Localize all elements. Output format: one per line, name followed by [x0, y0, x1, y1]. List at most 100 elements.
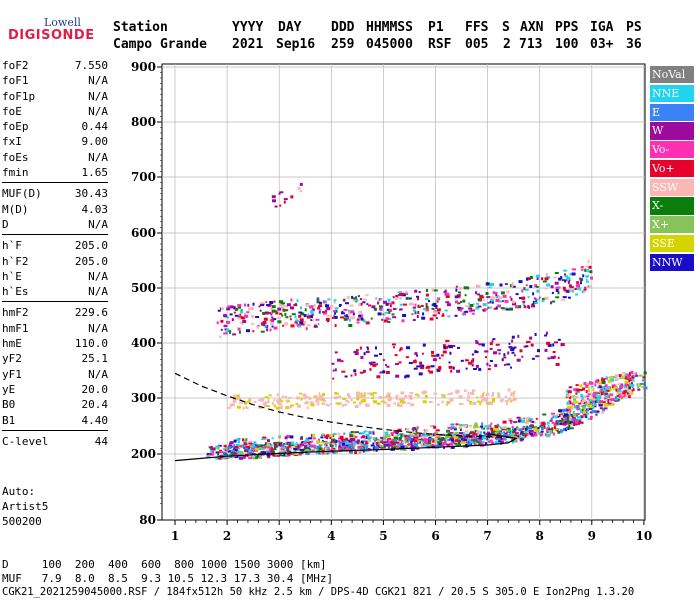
echo-point	[643, 371, 647, 375]
echo-point	[587, 393, 591, 396]
echo-point	[410, 403, 415, 407]
echo-point	[445, 295, 450, 298]
echo-point	[301, 443, 306, 446]
echo-point	[408, 443, 411, 445]
echo-point	[529, 433, 533, 436]
echo-point	[264, 442, 267, 446]
echo-point	[269, 319, 273, 322]
echo-point	[466, 399, 469, 401]
echo-point	[587, 417, 592, 420]
echo-point	[268, 452, 271, 455]
echo-point	[404, 445, 409, 448]
echo-point	[435, 429, 440, 432]
auto-label: Auto:	[2, 485, 36, 498]
echo-point	[372, 363, 377, 367]
echo-point	[357, 445, 362, 449]
echo-point	[385, 371, 390, 374]
echo-point	[356, 397, 360, 401]
echo-point	[544, 287, 548, 290]
echo-point	[382, 359, 385, 361]
echo-point	[525, 419, 529, 422]
echo-point	[409, 435, 414, 438]
echo-point	[496, 423, 499, 426]
echo-point	[306, 406, 309, 410]
echo-point	[390, 448, 393, 451]
echo-point	[540, 433, 544, 436]
echo-point	[365, 444, 369, 448]
echo-point	[533, 426, 538, 429]
echo-point	[261, 438, 266, 441]
echo-point	[497, 304, 501, 308]
echo-point	[575, 284, 580, 288]
echo-point	[458, 287, 462, 290]
echo-point	[270, 313, 273, 316]
echo-point	[516, 416, 521, 419]
echo-point	[371, 305, 376, 309]
echo-point	[544, 433, 547, 437]
echo-point	[580, 410, 582, 413]
echo-point	[416, 354, 419, 357]
echo-point	[551, 421, 555, 424]
echo-point	[387, 445, 390, 448]
y-tick-label: 700	[131, 170, 156, 184]
echo-point	[265, 447, 270, 450]
echo-point	[353, 444, 356, 448]
header-value-4: 045000	[366, 37, 413, 52]
echo-point	[240, 451, 244, 455]
echo-point	[558, 409, 563, 413]
echo-point	[533, 428, 538, 432]
echo-point	[317, 400, 320, 403]
echo-point	[510, 348, 515, 352]
echo-point	[513, 398, 516, 401]
echo-point	[579, 277, 582, 281]
echo-point	[297, 444, 300, 448]
echo-point	[485, 356, 487, 359]
echo-point	[422, 312, 425, 316]
echo-point	[442, 344, 446, 348]
echo-point	[435, 433, 440, 437]
echo-point	[223, 454, 228, 457]
echo-point	[475, 291, 477, 295]
echo-point	[379, 371, 384, 374]
echo-point	[355, 442, 359, 445]
echo-point	[378, 298, 381, 301]
echo-point	[365, 446, 368, 450]
echo-point	[503, 356, 507, 359]
echo-point	[517, 427, 520, 430]
echo-point	[405, 428, 410, 431]
echo-point	[303, 314, 306, 317]
echo-point	[316, 396, 320, 400]
echo-point	[403, 303, 407, 306]
echo-point	[395, 396, 398, 399]
echo-point	[410, 448, 415, 451]
param-row: hmF2 229.6	[2, 305, 108, 320]
echo-point	[586, 269, 589, 273]
echo-point	[284, 305, 288, 308]
echo-point	[604, 377, 608, 380]
echo-point	[590, 399, 595, 402]
echo-point	[434, 431, 439, 434]
echo-point	[299, 450, 304, 454]
echo-point	[354, 441, 359, 444]
echo-point	[267, 455, 271, 459]
echo-point	[618, 391, 623, 394]
echo-point	[293, 303, 298, 306]
echo-point	[352, 441, 355, 445]
echo-point	[299, 318, 304, 322]
echo-point	[274, 446, 276, 449]
echo-point	[402, 314, 407, 317]
echo-point	[593, 391, 598, 395]
echo-point	[283, 443, 286, 446]
echo-point	[433, 311, 438, 315]
echo-point	[387, 298, 391, 302]
echo-point	[247, 400, 251, 403]
echo-point	[246, 400, 249, 404]
y-tick-label: 200	[131, 447, 156, 461]
echo-point	[275, 311, 279, 315]
echo-point	[546, 273, 548, 277]
echo-point	[435, 317, 438, 320]
echo-point	[427, 369, 430, 372]
echo-point	[595, 394, 598, 397]
echo-point	[621, 394, 624, 397]
echo-point	[523, 345, 527, 348]
